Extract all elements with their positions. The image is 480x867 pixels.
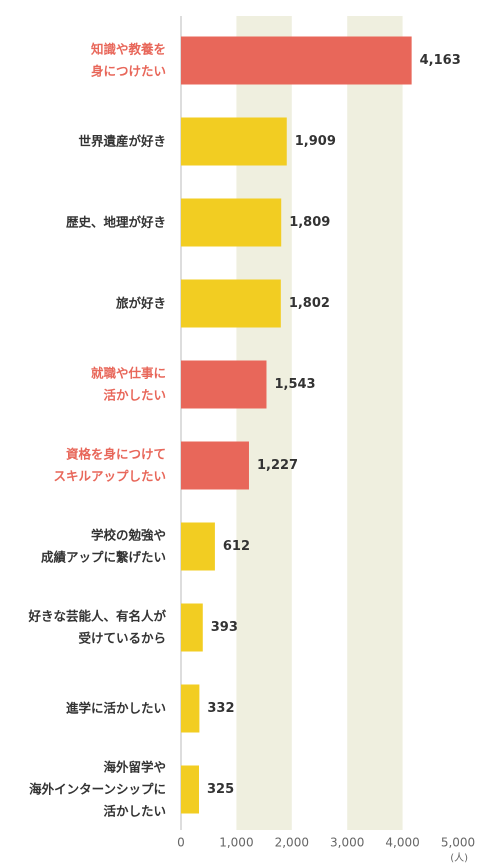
bar bbox=[181, 117, 287, 166]
category-line: 進学に活かしたい bbox=[66, 700, 166, 715]
bar bbox=[181, 684, 200, 733]
value-label: 1,227 bbox=[257, 458, 298, 473]
category-line: 活かしたい bbox=[103, 803, 166, 818]
category-line: スキルアップしたい bbox=[53, 468, 166, 483]
category-line: 知識や教養を bbox=[90, 41, 166, 56]
category-line: 旅が好き bbox=[115, 295, 166, 310]
x-tick-label: 4,000 bbox=[385, 836, 419, 850]
bar bbox=[181, 522, 215, 571]
category-label: 知識や教養を身につけたい bbox=[90, 41, 166, 78]
category-line: 就職や仕事に bbox=[91, 365, 166, 380]
value-label: 325 bbox=[207, 782, 234, 797]
category-line: 学校の勉強や bbox=[91, 527, 166, 542]
category-label: 学校の勉強や成績アップに繋げたい bbox=[41, 527, 166, 564]
category-label: 資格を身につけてスキルアップしたい bbox=[53, 446, 166, 483]
bar bbox=[181, 441, 249, 490]
x-tick-label: 2,000 bbox=[275, 836, 309, 850]
category-line: 身につけたい bbox=[91, 63, 166, 78]
category-label: 海外留学や海外インターンシップに活かしたい bbox=[29, 759, 166, 818]
category-label: 好きな芸能人、有名人が受けているから bbox=[27, 608, 166, 645]
bar bbox=[181, 198, 282, 247]
value-label: 1,543 bbox=[274, 377, 315, 392]
category-label: 就職や仕事に活かしたい bbox=[91, 365, 166, 402]
value-label: 1,809 bbox=[289, 215, 330, 230]
value-label: 1,802 bbox=[289, 296, 330, 311]
x-tick-label: 3,000 bbox=[330, 836, 364, 850]
category-line: 海外留学や bbox=[103, 759, 166, 774]
value-label: 1,909 bbox=[295, 134, 336, 149]
bar bbox=[181, 36, 412, 85]
x-tick-label: 0 bbox=[177, 836, 185, 850]
x-unit: (人) bbox=[450, 852, 468, 864]
category-line: 受けているから bbox=[78, 630, 166, 645]
category-line: 世界遺産が好き bbox=[78, 133, 166, 148]
grid-band bbox=[347, 16, 403, 830]
bar bbox=[181, 765, 200, 814]
category-label: 進学に活かしたい bbox=[66, 700, 166, 715]
category-line: 好きな芸能人、有名人が bbox=[27, 608, 166, 623]
category-line: 活かしたい bbox=[103, 387, 166, 402]
value-label: 332 bbox=[207, 701, 234, 716]
bar bbox=[181, 360, 267, 409]
value-label: 393 bbox=[211, 620, 238, 635]
bar bbox=[181, 603, 203, 652]
category-label: 歴史、地理が好き bbox=[66, 214, 166, 229]
value-label: 612 bbox=[223, 539, 250, 554]
category-line: 歴史、地理が好き bbox=[66, 214, 166, 229]
category-label: 世界遺産が好き bbox=[78, 133, 166, 148]
category-line: 成績アップに繋げたい bbox=[41, 549, 166, 564]
category-label: 旅が好き bbox=[115, 295, 166, 310]
x-tick-label: 5,000 bbox=[441, 836, 475, 850]
category-line: 海外インターンシップに bbox=[29, 781, 166, 796]
x-tick-label: 1,000 bbox=[219, 836, 253, 850]
value-label: 4,163 bbox=[420, 53, 461, 68]
category-line: 資格を身につけて bbox=[66, 446, 166, 461]
bar bbox=[181, 279, 281, 328]
